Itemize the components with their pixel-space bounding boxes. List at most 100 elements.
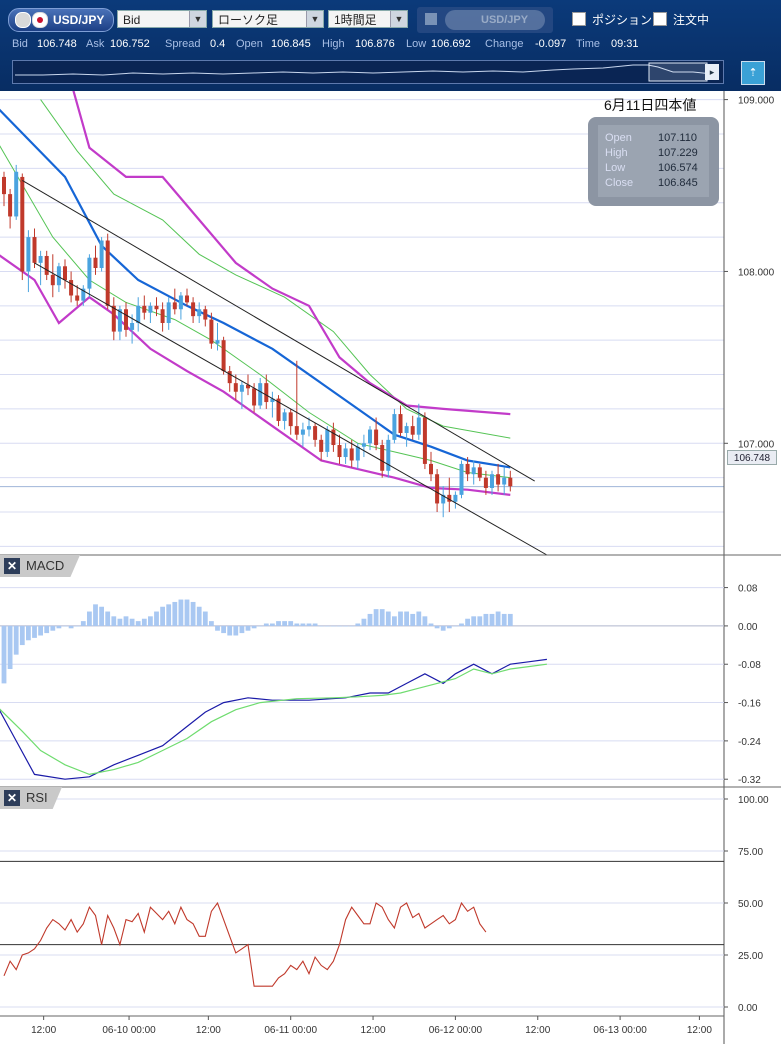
rsi-panel-title: RSI xyxy=(26,790,48,805)
chart-type-select[interactable]: ローソク足 ▼ xyxy=(212,10,324,28)
macd-hist-bar xyxy=(446,625,452,629)
candle-body xyxy=(288,412,293,427)
candle-body xyxy=(26,237,31,272)
candle-body xyxy=(130,323,135,330)
macd-hist-bar xyxy=(312,623,318,626)
chart-navigator[interactable]: ▸ xyxy=(12,60,724,84)
candle-body xyxy=(32,237,37,263)
quote-value: 106.752 xyxy=(110,38,150,50)
candle-body xyxy=(75,295,80,301)
current-price-tag: 106.748 xyxy=(727,450,777,465)
candle-body xyxy=(81,288,86,301)
japan-flag-icon xyxy=(32,12,48,28)
macd-histogram xyxy=(1,599,513,684)
quote-value: 0.4 xyxy=(210,38,226,50)
macd-hist-bar xyxy=(483,613,489,626)
candle-body xyxy=(233,383,238,392)
navigator-overview-line xyxy=(15,62,714,82)
macd-hist-bar xyxy=(38,625,43,636)
macd-hist-bar xyxy=(422,616,428,626)
close-icon[interactable]: ✕ xyxy=(4,558,20,574)
price-axis: 109.000 108.000 107.000 xyxy=(0,96,781,556)
orders-checkbox[interactable] xyxy=(653,12,667,26)
ohlc-high-label: High xyxy=(605,147,628,159)
time-tick-label: 06-12 00:00 xyxy=(429,1025,483,1036)
macd-hist-bar xyxy=(379,609,385,626)
quote-bar: Bid 106.748 Ask 106.752 Spread 0.4 Open … xyxy=(0,38,781,54)
candle-body xyxy=(508,477,513,487)
macd-hist-bar xyxy=(471,616,477,626)
macd-hist-bar xyxy=(178,599,184,626)
macd-hist-bar xyxy=(459,623,464,626)
macd-hist-bar xyxy=(440,625,446,631)
timeframe-select[interactable]: 1時間足 ▼ xyxy=(328,10,408,28)
candle-body xyxy=(87,257,92,289)
macd-hist-bar xyxy=(13,625,19,655)
macd-hist-bar xyxy=(19,625,25,646)
macd-hist-bar xyxy=(331,625,336,627)
macd-hist-bar xyxy=(410,613,416,626)
ohlc-open-value: 107.110 xyxy=(658,132,697,144)
time-tick-label: 12:00 xyxy=(31,1025,56,1036)
candle-body xyxy=(282,412,287,421)
price-type-value: Bid xyxy=(123,13,141,27)
macd-hist-bar xyxy=(117,618,123,626)
candle-body xyxy=(258,383,263,406)
candle-body xyxy=(142,305,147,313)
macd-hist-bar xyxy=(56,625,62,629)
chart-toolbar: USD/JPY Bid ▼ ローソク足 ▼ 1時間足 ▼ USD/JPY ポジシ… xyxy=(0,0,781,91)
candle-body xyxy=(435,474,440,504)
macd-hist-bar xyxy=(62,625,68,627)
ohlc-close-value: 106.845 xyxy=(658,177,698,189)
macd-hist-bar xyxy=(123,616,129,626)
candle-body xyxy=(246,384,250,389)
macd-hist-bar xyxy=(245,625,251,631)
macd-hist-bar xyxy=(209,621,214,626)
series-bb-upper xyxy=(72,91,511,416)
candle-body xyxy=(465,463,470,475)
price-type-select[interactable]: Bid ▼ xyxy=(117,10,207,28)
candle-body xyxy=(221,340,226,372)
macd-hist-bar xyxy=(465,618,470,626)
candle-body xyxy=(496,474,501,485)
candle-body xyxy=(166,302,171,323)
macd-hist-bar xyxy=(324,625,330,627)
candle-body xyxy=(154,305,159,310)
compare-checkbox[interactable] xyxy=(425,13,437,25)
ohlc-low-value: 106.574 xyxy=(658,162,698,174)
macd-hist-bar xyxy=(166,604,172,626)
candle-body xyxy=(313,426,318,440)
candle-body xyxy=(477,467,482,478)
candle-body xyxy=(307,426,311,430)
rsi-tick-label: 75.00 xyxy=(738,847,763,858)
series-signal xyxy=(0,663,547,776)
position-label: ポジション xyxy=(592,13,653,27)
candle-body xyxy=(331,429,336,446)
auto-scroll-button[interactable]: ⇡ xyxy=(741,61,765,85)
close-icon[interactable]: ✕ xyxy=(4,790,20,806)
price-indicators xyxy=(0,91,511,496)
macd-hist-bar xyxy=(160,606,165,626)
macd-hist-bar xyxy=(135,621,141,626)
currency-pair-button[interactable]: USD/JPY xyxy=(8,8,114,32)
macd-hist-bar xyxy=(385,611,391,626)
macd-hist-bar xyxy=(32,625,37,638)
rsi-tick-label: 100.00 xyxy=(738,795,769,806)
macd-tick-label: -0.24 xyxy=(738,737,761,748)
macd-hist-bar xyxy=(355,623,361,626)
navigator-handle[interactable]: ▸ xyxy=(705,64,719,80)
candle-body xyxy=(404,426,409,433)
time-tick-label: 06-10 00:00 xyxy=(102,1025,156,1036)
candle-body xyxy=(453,494,458,502)
compare-pair-button[interactable]: USD/JPY xyxy=(417,7,553,33)
candle-body xyxy=(374,429,379,446)
candle-body xyxy=(69,280,74,296)
candle-body xyxy=(191,302,196,317)
macd-hist-bar xyxy=(428,623,434,626)
candle-body xyxy=(398,414,403,433)
trendline xyxy=(22,179,535,482)
macd-hist-bar xyxy=(87,611,92,626)
position-checkbox[interactable] xyxy=(572,12,586,26)
quote-label: High xyxy=(322,38,345,50)
chevron-down-icon: ▼ xyxy=(306,11,323,27)
